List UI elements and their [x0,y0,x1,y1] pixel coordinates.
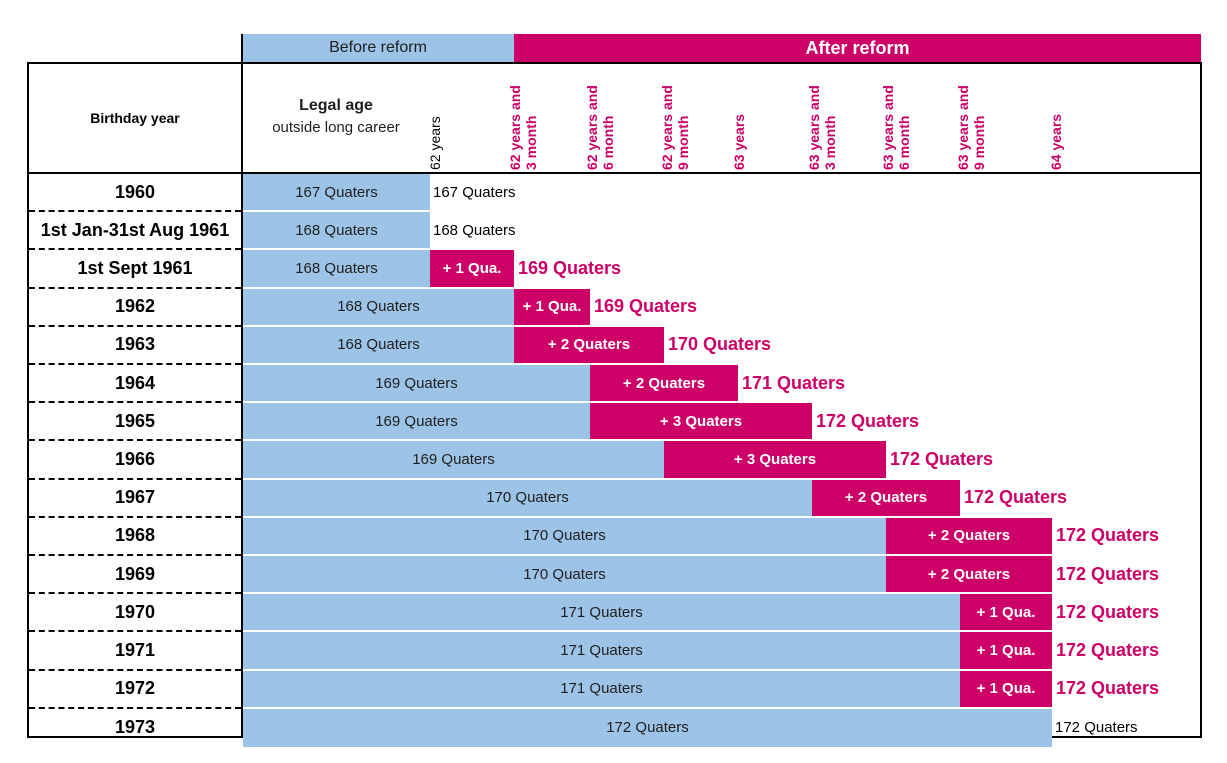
increase-bar: + 2 Quaters [886,517,1052,554]
legal-age-header: Legal age outside long career [256,95,416,139]
age-column-line1: 62 years and [507,85,523,170]
row-separator [29,363,241,365]
after-reform-value: 168 Quaters [433,221,516,239]
after-reform-value: 172 Quaters [1056,525,1160,546]
before-reform-bar: 169 Quaters [243,441,664,478]
age-column-line2: 6 month [600,115,616,170]
increase-bar: + 2 Quaters [514,326,664,363]
birthday-year-cell: 1966 [114,448,156,469]
increase-bar: + 1 Qua. [960,594,1052,631]
birthday-year-cell: 1st Jan-31st Aug 1961 [40,219,230,240]
birthday-year-cell: 1973 [114,717,156,738]
age-column-line1: 64 years [1048,113,1064,170]
row-separator [29,668,241,671]
after-reform-header: After reform [514,34,1201,62]
birthday-year-cell: 1963 [114,334,156,355]
before-reform-bar: 168 Quaters [243,288,514,325]
row-separator [29,286,241,289]
legal-age-title: Legal age [299,97,373,114]
after-reform-value: 170 Quaters [668,334,772,355]
after-reform-value: 167 Quaters [433,183,516,201]
after-reform-value: 172 Quaters [890,448,994,469]
after-reform-value: 172 Quaters [964,487,1068,508]
row-separator [29,630,241,633]
increase-bar: + 1 Qua. [430,250,514,287]
age-column-line1: 63 years [731,113,747,170]
age-column-line1: 62 years and [584,85,600,170]
before-reform-bar: 171 Quaters [243,594,960,631]
increase-bar: + 2 Quaters [812,479,960,516]
row-separator [29,401,241,404]
after-reform-value: 172 Quaters [1056,639,1160,660]
after-reform-value: 172 Quaters [1056,678,1160,699]
birthday-year-cell: 1964 [114,372,156,393]
increase-bar: + 1 Qua. [960,632,1052,669]
birthday-year-cell: 1969 [114,563,156,584]
row-separator [29,210,241,213]
after-reform-value: 169 Quaters [594,296,698,317]
row-separator [29,592,241,595]
before-reform-bar: 171 Quaters [243,670,960,707]
after-reform-value: 171 Quaters [742,372,846,393]
before-reform-bar: 171 Quaters [243,632,960,669]
birthday-year-cell: 1968 [114,525,156,546]
after-reform-value: 172 Quaters [816,410,920,431]
birthday-year-cell: 1965 [114,410,156,431]
age-column-line2: 3 month [523,115,539,170]
row-separator [29,324,241,327]
after-reform-value: 172 Quaters [1056,601,1160,622]
age-column-line2: 9 month [971,115,987,170]
before-reform-bar: 172 Quaters [243,708,1052,747]
after-reform-value: 172 Quaters [1056,563,1160,584]
birthday-year-cell: 1971 [114,639,156,660]
increase-bar: + 2 Quaters [886,556,1052,593]
before-reform-header: Before reform [242,34,514,62]
age-column-line2: 6 month [896,115,912,170]
increase-bar: + 1 Qua. [514,288,590,325]
age-column-header: 64 years [1048,114,1227,170]
row-separator [29,515,241,518]
before-reform-bar: 167 Quaters [243,174,430,211]
birthday-year-cell: 1962 [114,296,156,317]
birthday-year-cell: 1972 [114,678,156,699]
birthday-year-cell: 1967 [114,487,156,508]
after-reform-value: 172 Quaters [1055,719,1138,737]
birthday-year-cell: 1st Sept 1961 [77,257,193,278]
row-separator [29,554,241,556]
age-column-line1: 63 years and [806,85,822,170]
age-column-line1: 62 years and [659,85,675,170]
column-divider [241,34,243,738]
legal-age-subtitle: outside long career [272,119,400,136]
increase-bar: + 2 Quaters [590,365,738,402]
age-column-line1: 63 years and [880,85,896,170]
birthday-year-header: Birthday year [90,110,180,126]
age-column-line2: 9 month [675,115,691,170]
birthday-year-cell: 1960 [114,181,156,202]
increase-bar: + 1 Qua. [960,670,1052,707]
age-column-line2: 3 month [822,115,838,170]
row-separator [29,477,241,480]
before-reform-bar: 170 Quaters [243,479,812,516]
increase-bar: + 3 Quaters [590,403,812,440]
before-reform-bar: 170 Quaters [243,556,886,593]
after-reform-value: 169 Quaters [518,257,622,278]
row-separator [29,439,241,442]
before-reform-bar: 170 Quaters [243,517,886,554]
birthday-year-cell: 1970 [114,601,156,622]
header-divider [27,172,1202,174]
before-reform-bar: 169 Quaters [243,403,590,440]
increase-bar: + 3 Quaters [664,441,886,478]
row-separator [29,248,241,251]
row-separator [29,706,241,709]
before-reform-bar: 168 Quaters [243,326,514,363]
age-column-line1: 63 years and [955,85,971,170]
age-column-line1: 62 years [427,116,443,170]
before-reform-bar: 169 Quaters [243,365,590,402]
before-reform-bar: 168 Quaters [243,250,430,287]
before-reform-bar: 168 Quaters [243,212,430,249]
